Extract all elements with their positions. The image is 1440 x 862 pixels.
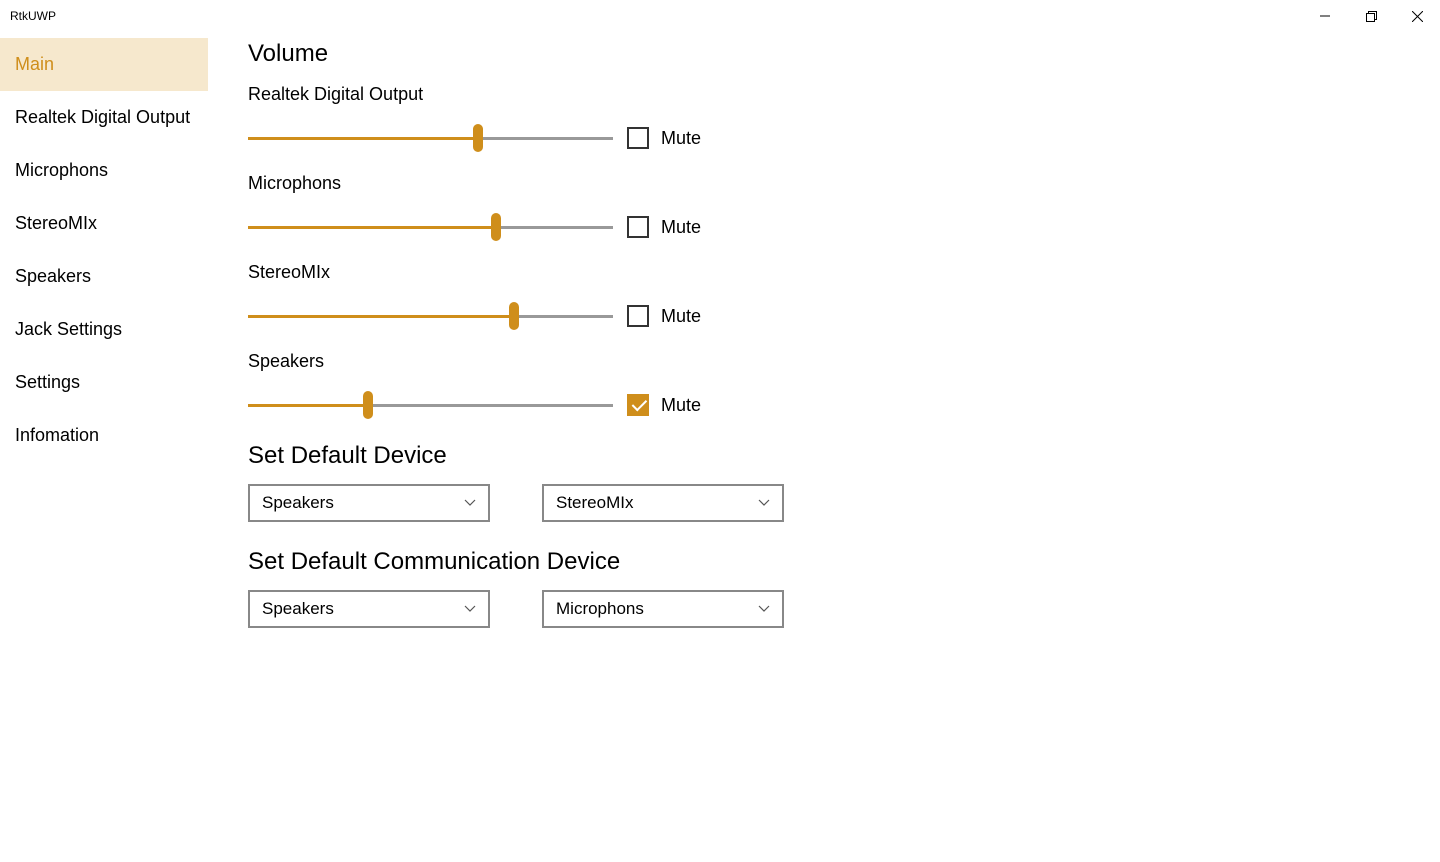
slider-thumb[interactable] [509, 302, 519, 330]
sidebar-item-label: StereoMIx [15, 213, 97, 234]
volume-row: Mute [248, 394, 784, 416]
volume-row: Mute [248, 305, 784, 327]
volume-group: Speakers Mute [248, 351, 784, 416]
sidebar-item-label: Realtek Digital Output [15, 107, 190, 128]
default-input-dropdown[interactable]: StereoMIx [542, 484, 784, 522]
mute-label: Mute [661, 128, 701, 149]
comm-output-dropdown[interactable]: Speakers [248, 590, 490, 628]
comm-input-dropdown[interactable]: Microphons [542, 590, 784, 628]
comm-input-value: Microphons [556, 599, 644, 619]
mute-checkbox[interactable] [627, 216, 649, 238]
volume-row: Mute [248, 127, 784, 149]
maximize-button[interactable] [1348, 0, 1394, 32]
volume-group: Realtek Digital Output Mute [248, 84, 784, 149]
volume-channel-label: Speakers [248, 351, 784, 372]
sidebar-item-label: Microphons [15, 160, 108, 181]
mute-checkbox[interactable] [627, 305, 649, 327]
volume-slider[interactable] [248, 395, 613, 415]
window-title: RtkUWP [10, 9, 56, 23]
default-comm-heading: Set Default Communication Device [248, 548, 784, 576]
sidebar-item-settings[interactable]: Settings [0, 356, 208, 409]
sidebar-item-rdo[interactable]: Realtek Digital Output [0, 91, 208, 144]
sidebar-item-label: Main [15, 54, 54, 75]
mute-checkbox[interactable] [627, 127, 649, 149]
chevron-down-icon [464, 497, 476, 509]
mute-control: Mute [627, 305, 701, 327]
comm-output-value: Speakers [262, 599, 334, 619]
default-input-value: StereoMIx [556, 493, 633, 513]
sidebar-item-label: Infomation [15, 425, 99, 446]
chevron-down-icon [758, 497, 770, 509]
mute-control: Mute [627, 127, 701, 149]
volume-slider[interactable] [248, 217, 613, 237]
mute-label: Mute [661, 395, 701, 416]
default-output-dropdown[interactable]: Speakers [248, 484, 490, 522]
mute-checkbox[interactable] [627, 394, 649, 416]
sidebar-item-main[interactable]: Main [0, 38, 208, 91]
volume-row: Mute [248, 216, 784, 238]
volume-slider[interactable] [248, 128, 613, 148]
sidebar-item-jack[interactable]: Jack Settings [0, 303, 208, 356]
minimize-button[interactable] [1302, 0, 1348, 32]
sidebar-item-smix[interactable]: StereoMIx [0, 197, 208, 250]
sidebar-item-label: Speakers [15, 266, 91, 287]
default-device-heading: Set Default Device [248, 442, 784, 470]
mute-control: Mute [627, 216, 701, 238]
sidebar-item-label: Jack Settings [15, 319, 122, 340]
slider-thumb[interactable] [473, 124, 483, 152]
slider-thumb[interactable] [363, 391, 373, 419]
sidebar: Main Realtek Digital Output Microphons Ster… [0, 32, 208, 862]
volume-channel-label: StereoMIx [248, 262, 784, 283]
mute-label: Mute [661, 306, 701, 327]
sidebar-item-info[interactable]: Infomation [0, 409, 208, 462]
sidebar-item-spk[interactable]: Speakers [0, 250, 208, 303]
mute-control: Mute [627, 394, 701, 416]
volume-channel-label: Microphons [248, 173, 784, 194]
volume-channel-label: Realtek Digital Output [248, 84, 784, 105]
chevron-down-icon [758, 603, 770, 615]
mute-label: Mute [661, 217, 701, 238]
close-button[interactable] [1394, 0, 1440, 32]
volume-group: Microphons Mute [248, 173, 784, 238]
volume-group: StereoMIx Mute [248, 262, 784, 327]
volume-heading: Volume [248, 40, 784, 68]
chevron-down-icon [464, 603, 476, 615]
window-controls [1302, 0, 1440, 32]
slider-thumb[interactable] [491, 213, 501, 241]
default-output-value: Speakers [262, 493, 334, 513]
volume-slider[interactable] [248, 306, 613, 326]
main-content: Volume Realtek Digital OutputMuteMicroph… [208, 32, 784, 862]
sidebar-item-mic[interactable]: Microphons [0, 144, 208, 197]
title-bar: RtkUWP [0, 0, 1440, 32]
sidebar-item-label: Settings [15, 372, 80, 393]
